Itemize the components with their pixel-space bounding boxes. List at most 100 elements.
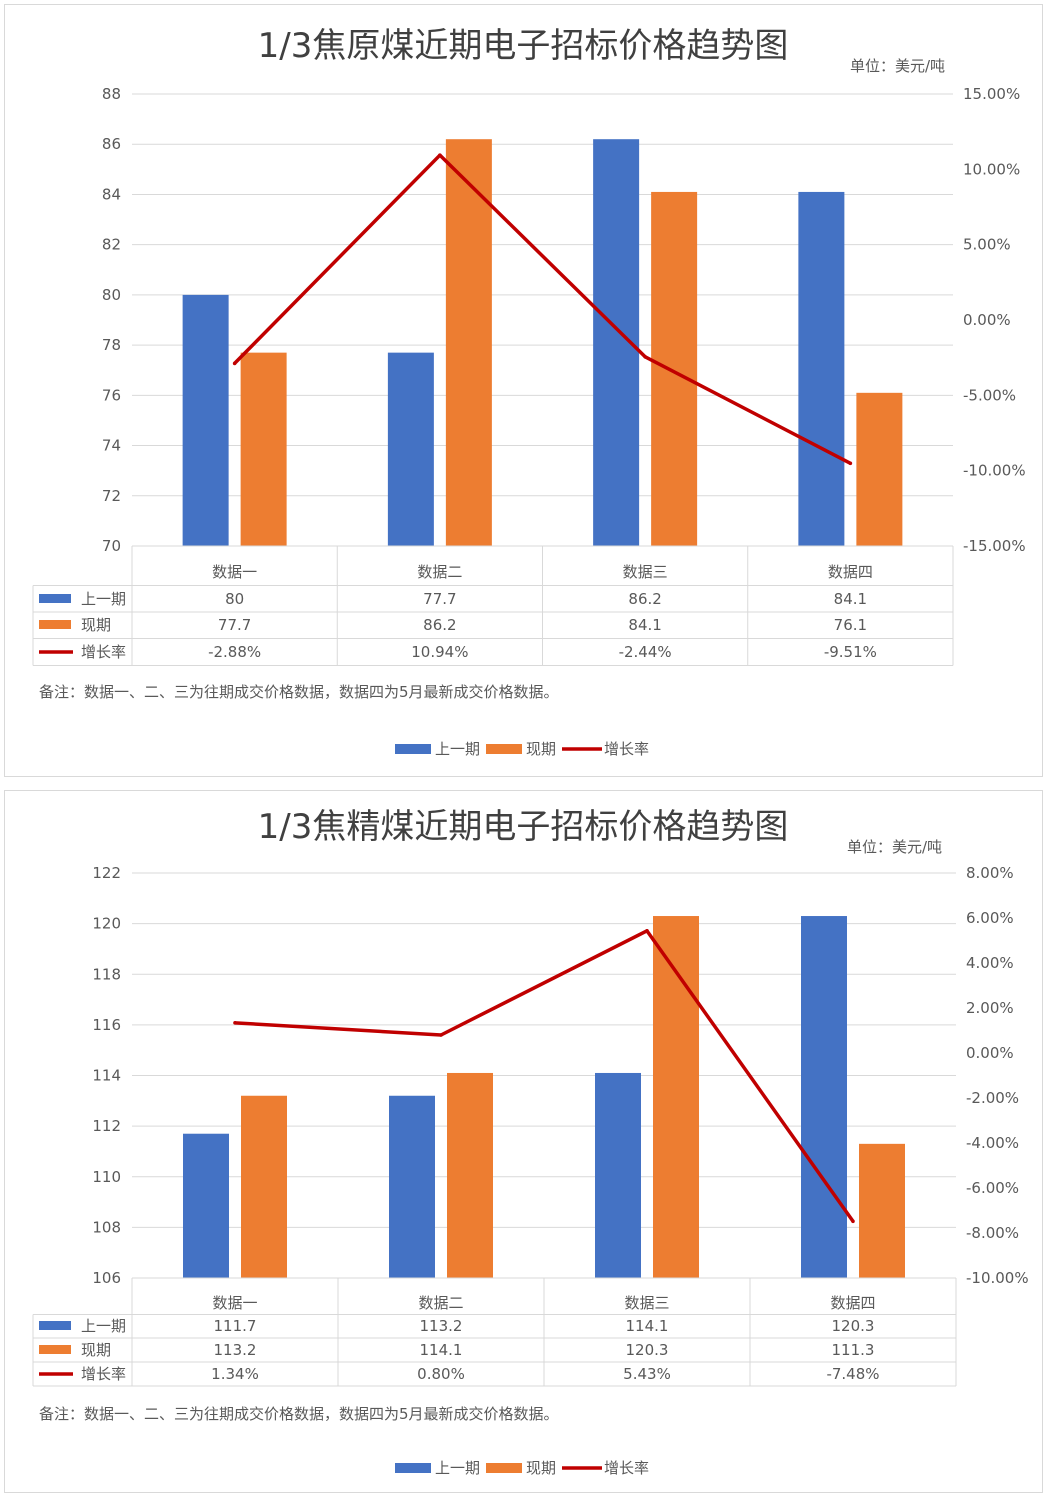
legend-key — [486, 744, 522, 754]
y-left-tick-label: 108 — [92, 1218, 121, 1236]
category-label: 数据三 — [624, 1294, 669, 1312]
category-label: 数据三 — [623, 563, 668, 581]
growth-rate-point-4 — [851, 1219, 855, 1224]
table-value: 0.80% — [417, 1365, 465, 1383]
table-value: 84.1 — [628, 616, 661, 634]
table-value: 10.94% — [411, 643, 468, 661]
chart-title: 1/3焦精煤近期电子招标价格趋势图 — [258, 807, 789, 847]
y-right-tick-label: 10.00% — [963, 160, 1020, 178]
y-right-tick-label: -10.00% — [963, 462, 1026, 480]
table-value: -2.88% — [208, 643, 261, 661]
growth-rate-point-3 — [645, 929, 649, 933]
legend-key — [395, 1463, 431, 1473]
chart-note: 备注：数据一、二、三为往期成交价格数据，数据四为5月最新成交价格数据。 — [39, 1405, 559, 1423]
bar-previous-4 — [801, 916, 847, 1278]
table-value: 114.1 — [626, 1317, 669, 1335]
table-series-name: 上一期 — [81, 590, 126, 608]
table-series-name: 增长率 — [81, 643, 126, 661]
table-value: 111.3 — [832, 1341, 875, 1359]
legend-key — [486, 1463, 522, 1473]
y-left-tick-label: 76 — [102, 386, 121, 404]
table-value: 77.7 — [218, 616, 251, 634]
y-right-tick-label: -4.00% — [966, 1134, 1019, 1152]
y-right-tick-label: 0.00% — [966, 1044, 1014, 1062]
growth-rate-point-2 — [438, 153, 442, 157]
table-series-name: 现期 — [81, 616, 111, 634]
growth-rate-point-1 — [232, 361, 237, 366]
bar-previous-1 — [182, 294, 229, 546]
table-value: 84.1 — [834, 590, 867, 608]
bar-previous-2 — [389, 1095, 435, 1278]
bar-current-3 — [653, 916, 699, 1278]
table-value: 77.7 — [423, 590, 456, 608]
y-left-tick-label: 116 — [92, 1016, 121, 1034]
y-left-tick-label: 120 — [92, 915, 121, 933]
growth-rate-point-1 — [233, 1021, 237, 1025]
bar-current-1 — [241, 1095, 287, 1278]
y-left-tick-label: 112 — [92, 1117, 121, 1135]
table-value: 80 — [225, 590, 244, 608]
table-series-name: 上一期 — [81, 1317, 126, 1335]
legend-label: 上一期 — [435, 1459, 480, 1477]
y-left-tick-label: 80 — [102, 286, 121, 304]
bar-current-1 — [240, 352, 287, 546]
y-right-tick-label: -5.00% — [963, 386, 1016, 404]
y-right-tick-label: 0.00% — [963, 311, 1011, 329]
legend-key — [395, 744, 431, 754]
y-left-tick-label: 88 — [102, 85, 121, 103]
table-legend-key — [39, 1345, 71, 1354]
y-right-tick-label: 15.00% — [963, 85, 1020, 103]
y-right-tick-label: -10.00% — [966, 1269, 1029, 1287]
y-left-tick-label: 72 — [102, 487, 121, 505]
y-left-tick-label: 82 — [102, 236, 121, 254]
table-value: 5.43% — [623, 1365, 671, 1383]
y-right-tick-label: 4.00% — [966, 954, 1014, 972]
chart-panel-clean-coal: 1/3焦精煤近期电子招标价格趋势图 单位：美元/吨 106 108 110 112 114 1… — [4, 790, 1043, 1493]
y-right-tick-label: -6.00% — [966, 1179, 1019, 1197]
bar-current-2 — [445, 139, 492, 546]
y-left-tick-label: 110 — [92, 1168, 121, 1186]
category-label: 数据二 — [418, 1294, 463, 1312]
bar-previous-2 — [387, 352, 434, 546]
y-left-tick-label: 74 — [102, 437, 121, 455]
growth-rate-point-3 — [643, 354, 647, 359]
y-right-tick-label: 8.00% — [966, 864, 1014, 882]
chart-note: 备注：数据一、二、三为往期成交价格数据，数据四为5月最新成交价格数据。 — [39, 683, 559, 701]
bar-current-3 — [651, 191, 698, 546]
table-series-name: 现期 — [81, 1341, 111, 1359]
table-value: 120.3 — [832, 1317, 875, 1335]
table-value: 113.2 — [214, 1341, 257, 1359]
growth-rate-point-4 — [848, 461, 853, 466]
y-left-tick-label: 86 — [102, 135, 121, 153]
legend-label: 现期 — [526, 1459, 556, 1477]
unit-label: 单位：美元/吨 — [847, 838, 942, 856]
legend-label: 增长率 — [604, 740, 649, 758]
bar-current-4 — [859, 1143, 905, 1278]
chart-title: 1/3焦原煤近期电子招标价格趋势图 — [258, 26, 789, 66]
category-label: 数据二 — [417, 563, 462, 581]
growth-rate-line — [234, 929, 855, 1223]
y-right-tick-label: 6.00% — [966, 909, 1014, 927]
bar-previous-3 — [595, 1072, 641, 1278]
table-legend-key — [39, 620, 71, 629]
table-legend-key — [39, 594, 71, 603]
y-left-tick-label: 78 — [102, 336, 121, 354]
category-label: 数据四 — [830, 1294, 875, 1312]
category-label: 数据四 — [828, 563, 873, 581]
table-series-name: 增长率 — [81, 1365, 126, 1383]
y-left-tick-label: 70 — [102, 537, 121, 555]
y-left-tick-label: 118 — [92, 965, 121, 983]
growth-rate-point-2 — [439, 1033, 443, 1037]
y-left-tick-label: 106 — [92, 1269, 121, 1287]
legend-label: 增长率 — [604, 1459, 649, 1477]
table-value: 86.2 — [423, 616, 456, 634]
table-value: -7.48% — [826, 1365, 879, 1383]
table-value: -9.51% — [824, 643, 877, 661]
y-left-tick-label: 84 — [102, 185, 121, 203]
bar-current-2 — [447, 1072, 493, 1278]
bar-previous-1 — [183, 1133, 229, 1278]
chart-clean-coal: 1/3焦精煤近期电子招标价格趋势图 单位：美元/吨 106 108 110 112 114 1… — [32, 807, 1029, 1477]
legend-label: 上一期 — [435, 740, 480, 758]
table-value: -2.44% — [619, 643, 672, 661]
unit-label: 单位：美元/吨 — [850, 57, 945, 75]
